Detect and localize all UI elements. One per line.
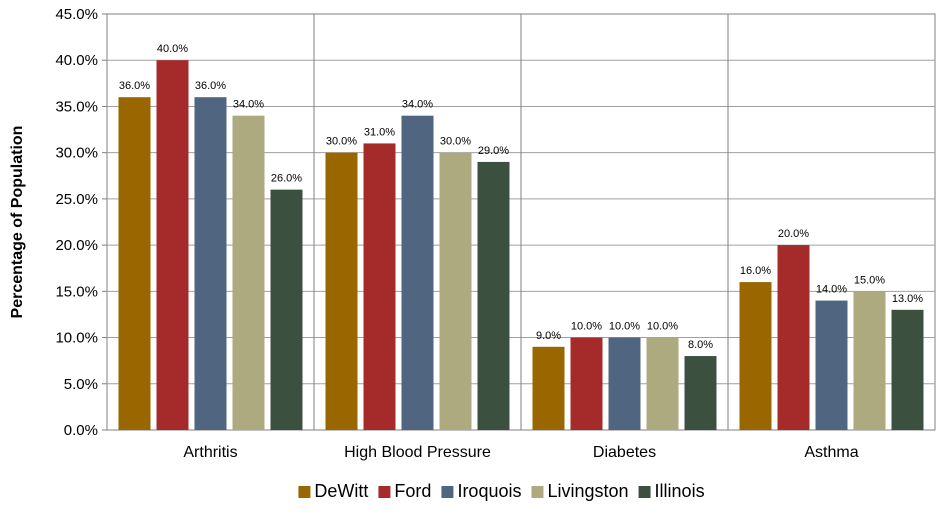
bar [608,337,641,430]
bar [118,97,151,430]
data-label: 30.0% [440,136,471,148]
data-label: 36.0% [195,80,226,92]
y-tick-label: 0.0% [64,422,98,439]
bar [853,291,886,430]
data-label: 20.0% [778,228,809,240]
data-label: 9.0% [536,330,561,342]
legend-label: Iroquois [457,481,521,501]
bar [891,309,924,430]
data-label: 8.0% [688,339,713,351]
bar [270,189,303,430]
legend-swatch [441,486,454,498]
y-tick-label: 45.0% [55,6,98,23]
x-axis-categories: Arthritis High Blood Pressure Diabetes Asth… [183,444,858,461]
bar [684,356,717,430]
legend-swatch [638,486,651,498]
bar [232,115,265,430]
legend-swatch [298,486,311,498]
y-tick-label: 40.0% [55,52,98,69]
data-label: 31.0% [364,126,395,138]
legend-swatch [378,486,391,498]
bar [815,300,848,430]
y-tick-label: 5.0% [64,376,98,393]
x-category-label: Asthma [804,444,858,461]
data-label: 16.0% [740,265,771,277]
data-label: 40.0% [157,43,188,55]
y-axis-ticks: 0.0% 5.0% 10.0% 15.0% 20.0% 25.0% 30.0% 35.0% 40… [55,6,107,439]
data-label: 14.0% [816,284,847,296]
bar [325,152,358,430]
data-label: 10.0% [647,321,678,333]
bar [739,282,772,430]
bar [439,152,472,430]
y-tick-label: 10.0% [55,330,98,347]
legend-label: DeWitt [314,481,368,501]
data-label: 34.0% [402,99,433,111]
legend-label: Ford [394,481,431,501]
data-label: 10.0% [571,321,602,333]
bar [156,60,189,430]
y-tick-label: 15.0% [55,283,98,300]
y-tick-label: 20.0% [55,237,98,254]
data-label: 36.0% [119,80,150,92]
legend-label: Livingston [547,481,628,501]
bar [570,337,603,430]
y-tick-label: 25.0% [55,191,98,208]
data-label: 30.0% [326,136,357,148]
x-category-label: High Blood Pressure [344,444,491,461]
bar [777,245,810,430]
legend-label: Illinois [655,481,705,501]
data-label: 15.0% [854,274,885,286]
y-tick-label: 35.0% [55,98,98,115]
x-category-label: Diabetes [593,444,656,461]
data-label: 34.0% [233,99,264,111]
data-label: 13.0% [892,293,923,305]
legend: DeWitt Ford Iroquois Livingston Illinois [298,481,705,501]
y-tick-label: 30.0% [55,145,98,162]
legend-swatch [531,486,544,498]
y-axis-label: Percentage of Population [9,126,26,319]
bar [477,161,510,430]
data-label: 26.0% [271,173,302,185]
bar [194,97,227,430]
category-separators [313,14,729,430]
bar [363,143,396,430]
bar [401,115,434,430]
bar [646,337,679,430]
data-label: 10.0% [609,321,640,333]
x-category-label: Arthritis [183,444,237,461]
data-label: 29.0% [478,145,509,157]
bars: 36.0% 40.0% 36.0% 34.0% 26.0% 30.0% 31.0% 34.0%… [118,43,924,430]
bar [532,346,565,430]
